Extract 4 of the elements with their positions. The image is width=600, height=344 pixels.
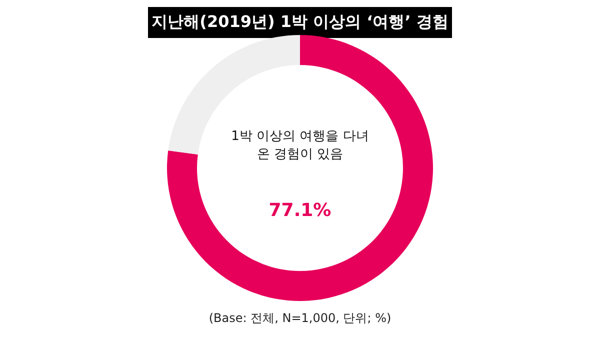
chart-title: 지난해(2019년) 1박 이상의 ‘여행’ 경험 [148,7,452,38]
text: (Base: 전체, N=1,000, 단위; %) [208,310,392,327]
slice-label: 1박 이상의 여행을 다녀 온 경험이 있음 [230,128,370,164]
data-label: 77.1% [268,200,332,221]
